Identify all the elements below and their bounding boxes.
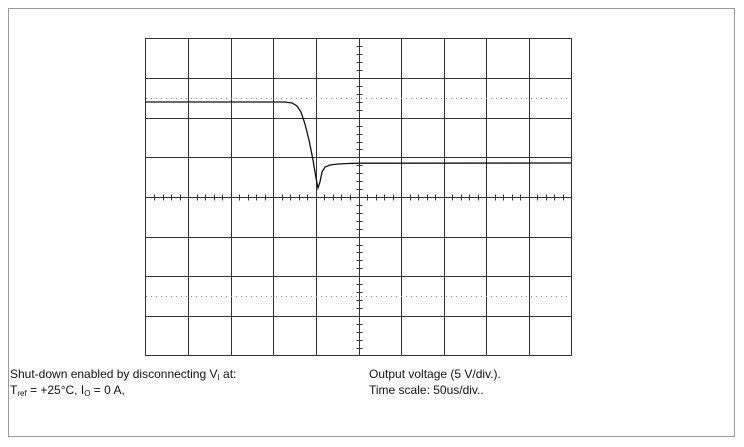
reference-lines: [146, 98, 571, 297]
caption-left-2: Tref = +25°C, IO = 0 A,: [10, 382, 125, 398]
caption-right-1: Output voltage (5 V/div.).: [369, 367, 501, 381]
grid: [145, 38, 572, 356]
text: T: [10, 383, 18, 397]
text: = 0 A,: [90, 383, 125, 397]
trace: [145, 101, 572, 191]
text: = +25°C, I: [26, 383, 85, 397]
subscript: O: [84, 389, 91, 398]
text: at:: [219, 367, 237, 381]
subscript: ref: [17, 389, 27, 398]
text: Shut-down enabled by disconnecting V: [10, 367, 218, 381]
caption-right-2: Time scale: 50us/div..: [369, 383, 484, 397]
subscript: I: [217, 373, 220, 382]
caption-left-1: Shut-down enabled by disconnecting VI at…: [10, 366, 236, 382]
frame: [8, 8, 735, 437]
